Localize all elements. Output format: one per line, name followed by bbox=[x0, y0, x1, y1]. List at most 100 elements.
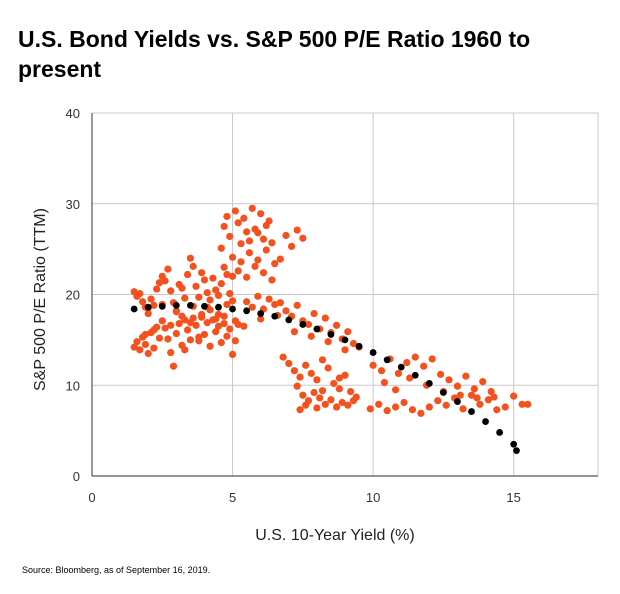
scatter-point bbox=[240, 214, 248, 222]
trend-point bbox=[482, 418, 489, 425]
scatter-point bbox=[366, 405, 374, 413]
trend-point bbox=[285, 316, 293, 324]
trend-point bbox=[243, 307, 251, 315]
scatter-point bbox=[167, 321, 175, 329]
scatter-point bbox=[150, 326, 158, 334]
scatter-point bbox=[453, 382, 462, 390]
scatter-point bbox=[470, 385, 478, 393]
scatter-point bbox=[324, 364, 332, 372]
scatter-point bbox=[347, 388, 355, 396]
scatter-point bbox=[335, 374, 343, 382]
scatter-point bbox=[330, 379, 338, 388]
scatter-point bbox=[436, 370, 445, 378]
tick-labels: 0 10 20 30 40 0 5 10 15 bbox=[66, 106, 521, 505]
y-tick-label: 10 bbox=[66, 378, 80, 393]
scatter-point bbox=[144, 349, 152, 358]
scatter-point bbox=[150, 301, 158, 309]
trend-point bbox=[425, 380, 433, 387]
trend-point bbox=[215, 303, 222, 311]
trend-point bbox=[172, 301, 180, 309]
scatter-point bbox=[228, 272, 237, 280]
scatter-point bbox=[254, 256, 262, 264]
scatter-point bbox=[209, 274, 217, 282]
scatter-point bbox=[290, 367, 298, 375]
scatter-point bbox=[161, 324, 169, 332]
scatter-point bbox=[327, 396, 335, 404]
scatter-point bbox=[392, 403, 400, 411]
scatter-point bbox=[248, 204, 256, 212]
scatter-point bbox=[195, 333, 203, 341]
scatter-point bbox=[318, 387, 327, 395]
scatter-point bbox=[167, 348, 175, 357]
trend-point bbox=[341, 336, 349, 344]
scatter-point bbox=[243, 273, 251, 281]
scatter-point bbox=[254, 292, 262, 300]
scatter-point bbox=[313, 376, 321, 384]
scatter-point bbox=[198, 313, 206, 321]
trend-point bbox=[383, 356, 391, 364]
scatter-point bbox=[214, 291, 223, 300]
scatter-point bbox=[257, 315, 265, 323]
scatter-point bbox=[198, 269, 206, 277]
scatter-point bbox=[344, 401, 352, 409]
scatter-point bbox=[310, 309, 318, 318]
scatter-point bbox=[220, 312, 228, 320]
scatter-point bbox=[484, 396, 492, 404]
trend-point bbox=[257, 310, 265, 317]
scatter-point bbox=[226, 325, 234, 333]
scatter-point bbox=[243, 298, 251, 306]
scatter-point bbox=[217, 338, 225, 347]
trend-point bbox=[158, 302, 166, 310]
scatter-point bbox=[321, 314, 329, 322]
scatter-point bbox=[206, 342, 214, 350]
scatter-point bbox=[237, 258, 245, 266]
scatter-point bbox=[206, 296, 214, 304]
scatter-point bbox=[324, 338, 332, 346]
scatter-point bbox=[271, 300, 279, 309]
scatter-point bbox=[155, 334, 164, 342]
scatter-point bbox=[501, 403, 509, 411]
scatter-point bbox=[183, 270, 192, 279]
scatter-point bbox=[276, 299, 284, 307]
scatter-point bbox=[403, 358, 411, 367]
trend-point bbox=[411, 371, 419, 379]
scatter-point bbox=[268, 239, 276, 247]
scatter-point bbox=[377, 367, 386, 375]
scatter-point bbox=[293, 382, 301, 390]
scatter-point bbox=[200, 276, 209, 284]
scatter-point bbox=[234, 219, 242, 227]
scatter-point bbox=[290, 328, 298, 336]
scatter-point bbox=[214, 322, 223, 330]
scatter-point bbox=[279, 353, 287, 361]
scatter-point bbox=[282, 231, 290, 240]
scatter-point bbox=[150, 344, 158, 352]
scatter-point bbox=[332, 321, 341, 329]
scatter-point bbox=[341, 371, 349, 379]
scatter-point bbox=[456, 391, 464, 399]
scatter-point bbox=[228, 297, 237, 305]
scatter-point bbox=[203, 319, 211, 327]
scatter-point bbox=[518, 400, 526, 408]
scatter-point bbox=[383, 407, 391, 415]
scatter-point bbox=[296, 373, 304, 381]
scatter-point bbox=[411, 353, 419, 361]
scatter-point bbox=[408, 406, 417, 414]
scatter-point bbox=[307, 332, 315, 340]
trend-point bbox=[144, 303, 152, 311]
trend-point bbox=[510, 440, 518, 448]
y-tick-label: 20 bbox=[66, 288, 80, 303]
trend-point bbox=[397, 363, 405, 371]
scatter-point bbox=[220, 222, 228, 231]
scatter-point bbox=[479, 378, 487, 386]
scatter-point bbox=[259, 269, 268, 277]
scatter-point bbox=[369, 361, 377, 369]
scatter-point bbox=[223, 270, 231, 279]
scatter-point bbox=[262, 246, 270, 254]
scatter-point bbox=[487, 388, 495, 396]
scatter-point bbox=[302, 401, 310, 409]
scatter-point bbox=[136, 346, 144, 354]
scatter-point bbox=[510, 392, 518, 400]
scatter-point bbox=[141, 330, 150, 339]
scatter-point bbox=[212, 328, 220, 336]
scatter-point bbox=[318, 356, 327, 364]
